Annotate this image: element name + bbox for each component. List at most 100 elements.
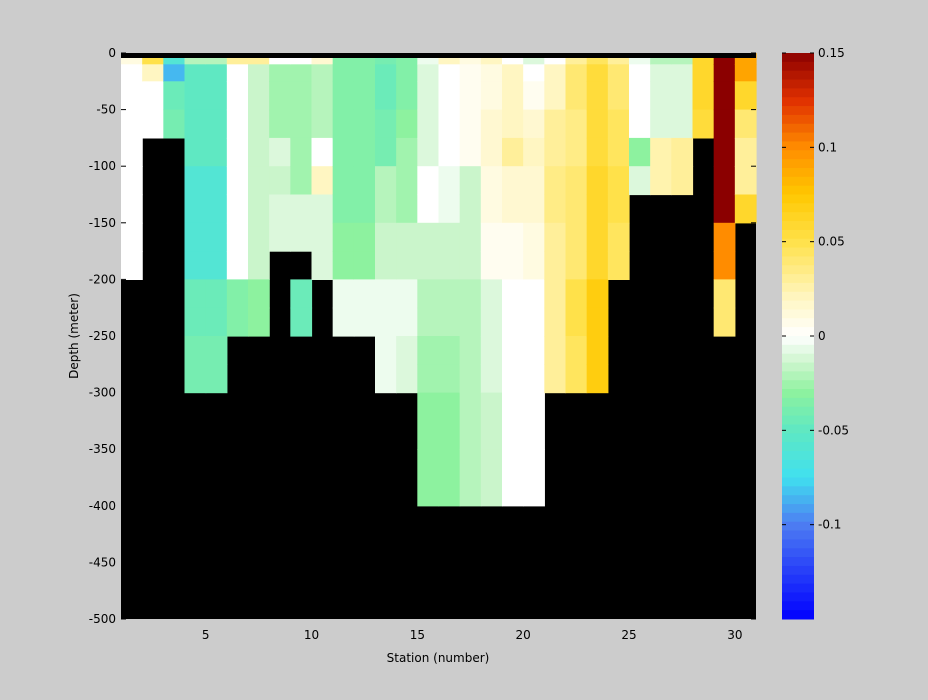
heatmap-cell [480, 194, 503, 224]
heatmap-cell [142, 64, 164, 82]
x-tick-label: 15 [410, 628, 425, 642]
heatmap-cell [184, 81, 207, 111]
colorbar-swatch [782, 389, 814, 399]
heatmap-cell [586, 194, 609, 224]
heatmap-cell [480, 392, 503, 450]
heatmap-cell [480, 64, 503, 82]
heatmap-cell [375, 336, 397, 365]
heatmap-cell [396, 194, 418, 224]
heatmap-cell [502, 336, 524, 365]
heatmap-cell [311, 222, 334, 252]
colorbar-swatch [782, 256, 814, 266]
heatmap-cell [417, 222, 440, 252]
heatmap-cell [248, 279, 270, 309]
heatmap-cell [417, 64, 440, 82]
heatmap-cell [565, 222, 588, 252]
heatmap-cell [121, 109, 143, 139]
heatmap-cell [459, 251, 482, 280]
heatmap-cell [713, 307, 736, 337]
heatmap-cell [269, 222, 291, 252]
heatmap-cell [480, 449, 503, 507]
colorbar-swatch [782, 450, 814, 461]
heatmap-cell [142, 53, 164, 65]
heatmap-cell [734, 194, 757, 224]
heatmap-cell [523, 53, 545, 65]
heatmap-cell [438, 449, 461, 507]
heatmap-cell [311, 166, 334, 196]
colorbar-swatch [782, 53, 814, 63]
heatmap-cell [502, 64, 524, 82]
heatmap-cell [523, 166, 545, 196]
colorbar-tick-label: 0 [818, 329, 826, 343]
heatmap-cell [205, 194, 228, 224]
heatmap-cell [121, 64, 143, 82]
colorbar-swatch [782, 123, 814, 134]
heatmap-cell [438, 81, 461, 111]
heatmap-cell [459, 53, 482, 65]
y-tick-label: -300 [89, 386, 116, 400]
heatmap-cell [121, 222, 143, 252]
colorbar-swatch [782, 229, 814, 240]
heatmap-cell [163, 109, 186, 139]
heatmap-cell [565, 194, 588, 224]
heatmap-cell [290, 109, 313, 139]
heatmap-cell [586, 137, 609, 167]
heatmap-cell [184, 64, 207, 82]
heatmap-cell [375, 251, 397, 280]
heatmap-cell [544, 364, 567, 394]
heatmap-cell [142, 109, 164, 139]
heatmap-cell [184, 194, 207, 224]
heatmap-cell [713, 222, 736, 252]
heatmap-cell [248, 251, 270, 280]
heatmap-cell [523, 137, 545, 167]
heatmap-cell [396, 251, 418, 280]
heatmap-cell [248, 166, 270, 196]
colorbar-swatch [782, 380, 814, 390]
heatmap-cell [544, 109, 567, 139]
colorbar-swatch [782, 247, 814, 257]
heatmap-cell [417, 307, 440, 337]
colorbar-swatch [782, 150, 814, 160]
colorbar-tick-label: 0.05 [818, 235, 845, 249]
y-tick-label: -450 [89, 555, 116, 569]
heatmap-cell [586, 251, 609, 280]
heatmap-cell [480, 166, 503, 196]
heatmap-cell [375, 307, 397, 337]
heatmap-cell [629, 81, 651, 111]
colorbar-swatch [782, 274, 814, 284]
heatmap-cell [226, 166, 249, 196]
colorbar-swatch [782, 610, 814, 620]
heatmap-cell [480, 222, 503, 252]
heatmap-cell [523, 251, 545, 280]
heatmap-cell [523, 336, 545, 365]
heatmap-cell [502, 109, 524, 139]
heatmap-cell [480, 81, 503, 111]
heatmap-cell [205, 53, 228, 65]
heatmap-cell [459, 81, 482, 111]
heatmap-cell [480, 137, 503, 167]
heatmap-cell [353, 137, 376, 167]
colorbar-swatch [782, 309, 814, 319]
heatmap-cell [311, 64, 334, 82]
heatmap-cell [248, 307, 270, 337]
colorbar-swatch [782, 362, 814, 372]
colorbar-swatch [782, 521, 814, 532]
colorbar-swatch [782, 397, 814, 408]
colorbar-swatch [782, 61, 814, 72]
heatmap-cell [205, 307, 228, 337]
colorbar-swatch [782, 477, 814, 487]
heatmap-cell [332, 64, 355, 82]
y-tick-label: -400 [89, 499, 116, 513]
y-tick-label: -100 [89, 159, 116, 173]
heatmap-cell [523, 307, 545, 337]
heatmap-cell [480, 53, 503, 65]
heatmap-cell [713, 279, 736, 309]
heatmap-cell [544, 336, 567, 365]
colorbar-swatch [782, 79, 814, 89]
colorbar-swatch [782, 565, 814, 576]
heatmap-cell [607, 251, 630, 280]
heatmap-cell [438, 53, 461, 65]
heatmap-cell [544, 81, 567, 111]
